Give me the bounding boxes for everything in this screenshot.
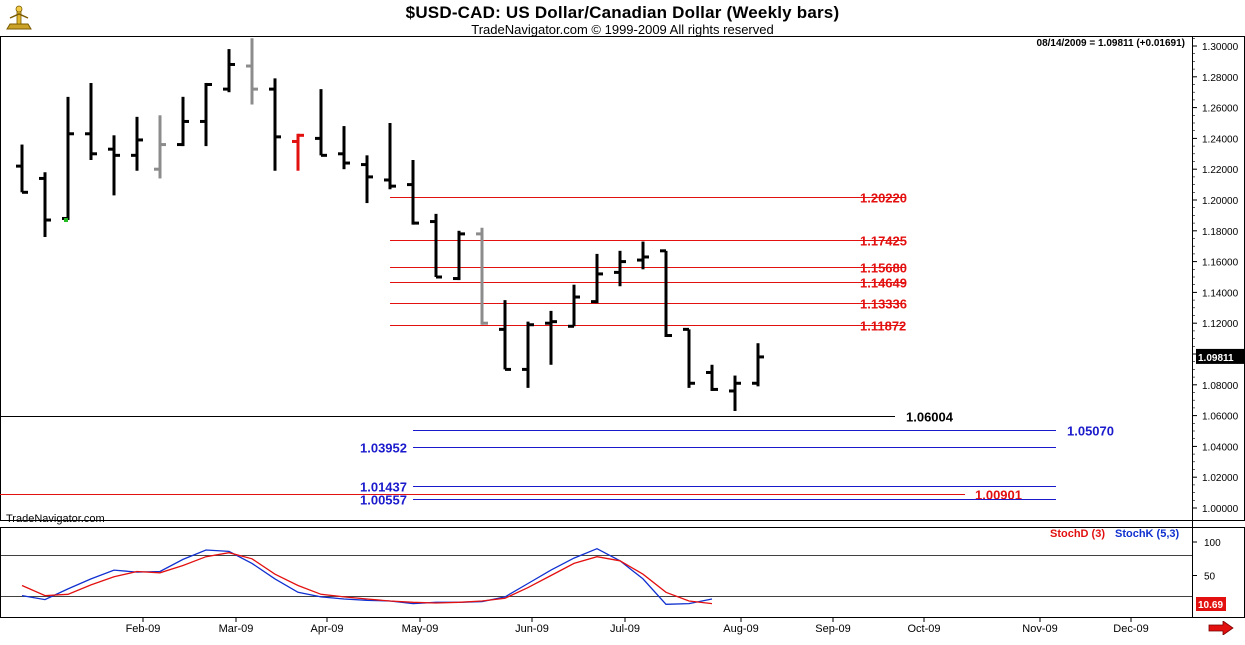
y-tick-label: 1.16000 <box>1202 258 1239 269</box>
level-label: 1.00557 <box>360 493 407 508</box>
x-tick-label: Oct-09 <box>907 623 940 635</box>
price-bar <box>706 364 718 391</box>
y-tick-label: 1.30000 <box>1202 42 1239 53</box>
price-bar <box>131 116 143 171</box>
stoch-line-d <box>21 552 713 605</box>
level-label: 1.00901 <box>975 488 1022 503</box>
level-label: 1.06004 <box>906 410 954 425</box>
level-label: 1.17425 <box>860 234 907 249</box>
price-bar <box>407 159 419 225</box>
price-bar <box>39 172 51 237</box>
x-tick-label: Jun-09 <box>515 623 549 635</box>
price-bar <box>108 135 120 196</box>
scroll-right-arrow-icon[interactable] <box>1208 621 1234 635</box>
stochk-legend: StochK (5,3) <box>1115 528 1180 540</box>
level-label: 1.11872 <box>860 319 906 334</box>
y-tick-label: 1.12000 <box>1202 319 1239 330</box>
x-tick-label: Apr-09 <box>310 623 343 635</box>
price-bar <box>246 38 258 105</box>
stoch-value-label: 10.69 <box>1198 600 1223 611</box>
last-price-box <box>1196 348 1244 364</box>
price-bar <box>430 213 442 279</box>
y-tick-label: 1.08000 <box>1202 381 1239 392</box>
level-label: 1.13336 <box>860 297 907 312</box>
price-bar <box>522 321 534 388</box>
trade-navigator-logo-icon <box>6 5 32 30</box>
price-bar <box>591 253 603 304</box>
y-tick-label: 1.28000 <box>1202 73 1239 84</box>
price-bar <box>729 375 741 411</box>
price-bar <box>62 96 74 221</box>
level-label: 1.01437 <box>360 480 407 495</box>
y-tick-label: 1.20000 <box>1202 196 1239 207</box>
price-bar <box>223 49 235 93</box>
y-tick-label: 1.06000 <box>1202 412 1239 423</box>
level-label: 1.03952 <box>360 441 407 456</box>
level-label: 1.05070 <box>1067 424 1114 439</box>
price-bar <box>476 227 488 325</box>
price-bar <box>338 126 350 170</box>
y-tick-label: 1.02000 <box>1202 473 1239 484</box>
watermark: TradeNavigator.com <box>6 513 105 525</box>
last-price-label: 1.09811 <box>1198 353 1234 364</box>
price-bar <box>499 300 511 371</box>
price-bar <box>177 96 189 147</box>
stoch-value-box <box>1196 597 1226 611</box>
level-label: 1.14649 <box>860 276 907 291</box>
price-bar <box>384 123 396 190</box>
stochd-legend: StochD (3) <box>1050 528 1105 540</box>
x-tick-label: Dec-09 <box>1113 623 1148 635</box>
stoch-panel-frame <box>0 527 1245 618</box>
level-label: 1.15680 <box>860 261 907 276</box>
y-tick-label: 1.04000 <box>1202 442 1239 453</box>
y-tick-label: 1.24000 <box>1202 134 1239 145</box>
y-tick-label: 1.14000 <box>1202 288 1239 299</box>
x-tick-label: Aug-09 <box>723 623 758 635</box>
stoch-y-tick-label: 100 <box>1204 538 1221 549</box>
chart-subtitle: TradeNavigator.com © 1999-2009 All right… <box>471 22 774 37</box>
price-bar <box>545 310 557 365</box>
price-bar <box>154 115 166 179</box>
x-tick-label: Sep-09 <box>815 623 850 635</box>
price-bar <box>315 89 327 157</box>
price-bar <box>683 327 695 388</box>
price-bar <box>361 155 373 204</box>
price-bar <box>453 230 465 281</box>
price-readout: 08/14/2009 = 1.09811 (+0.01691) <box>1036 38 1185 49</box>
price-bar <box>269 78 281 171</box>
level-label: 1.20220 <box>860 191 907 206</box>
x-tick-label: Feb-09 <box>126 623 161 635</box>
price-bar <box>614 250 626 287</box>
price-bar <box>16 144 28 194</box>
y-tick-label: 1.22000 <box>1202 165 1239 176</box>
price-bar <box>660 249 672 338</box>
y-tick-label: 1.00000 <box>1202 504 1239 515</box>
price-bar <box>568 284 580 328</box>
x-tick-label: Mar-09 <box>219 623 254 635</box>
x-tick-label: May-09 <box>402 623 439 635</box>
green-marker <box>64 218 68 223</box>
stoch-line-k <box>21 547 713 605</box>
y-tick-label: 1.18000 <box>1202 227 1239 238</box>
stoch-y-tick-label: 50 <box>1204 572 1216 583</box>
price-bar <box>752 343 764 387</box>
price-bar <box>200 82 212 147</box>
x-tick-label: Nov-09 <box>1022 623 1057 635</box>
chart-title: $USD-CAD: US Dollar/Canadian Dollar (Wee… <box>405 3 840 22</box>
price-bar <box>637 241 649 270</box>
price-bar <box>85 82 97 160</box>
x-tick-label: Jul-09 <box>610 623 640 635</box>
price-bar <box>292 133 304 171</box>
y-tick-label: 1.26000 <box>1202 104 1239 115</box>
